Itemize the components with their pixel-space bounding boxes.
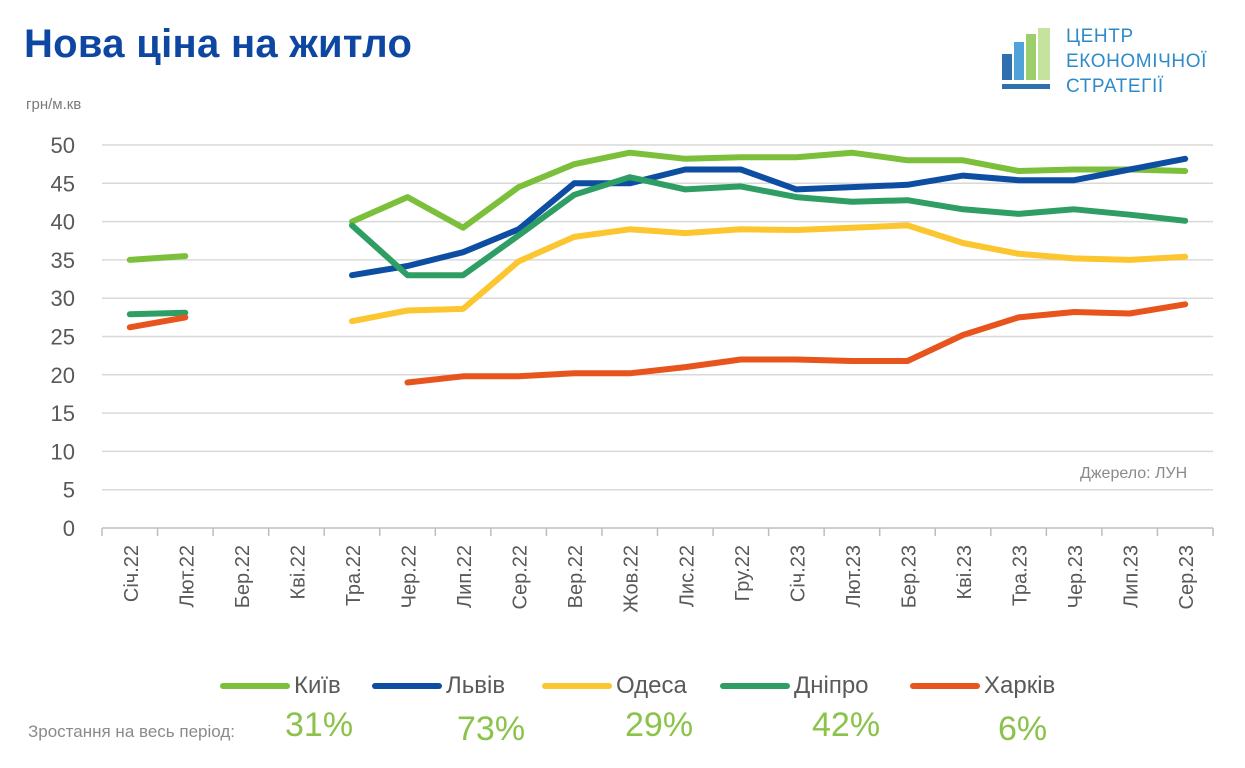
y-tick-label: 10 <box>51 439 75 464</box>
gridlines <box>102 144 1213 529</box>
y-tick-label: 25 <box>51 325 75 350</box>
y-tick-label: 20 <box>51 363 75 388</box>
legend-item-odesa: Одеса <box>542 670 687 702</box>
y-tick-label: 0 <box>63 516 75 541</box>
x-tick-label: Бер.23 <box>898 545 920 608</box>
series-line-3 <box>126 309 189 318</box>
x-axis-ticks: Січ.22 Лют.22 Бер.22 Кві.22 Тра.22 Чер.22 Лип.… <box>101 528 1214 613</box>
legend-item-kyiv: Київ <box>220 670 341 702</box>
x-tick-label: Жов.22 <box>621 545 643 613</box>
series-lines <box>126 149 1189 386</box>
y-tick-label: 5 <box>63 478 75 503</box>
x-tick-label: Лют.22 <box>176 545 198 607</box>
y-axis-ticks: 0 5 10 15 20 25 30 35 40 45 50 <box>51 133 75 541</box>
legend-swatch <box>542 683 612 689</box>
y-tick-label: 45 <box>51 171 75 196</box>
legend-label: Дніпро <box>794 672 869 699</box>
x-tick-label: Гру.22 <box>732 545 754 601</box>
series-line-0 <box>126 253 189 263</box>
legend-label: Одеса <box>616 672 687 699</box>
legend-item-dnipro: Дніпро <box>720 670 869 702</box>
growth-dnipro: 42% <box>812 706 881 744</box>
page-title: Нова ціна на житло <box>24 22 413 66</box>
series-line-1 <box>349 155 1189 279</box>
legend-swatch <box>720 683 790 689</box>
logo: ЦЕНТР ЕКОНОМІЧНОЇ СТРАТЕГІЇ <box>1000 24 1230 104</box>
x-tick-label: Кві.22 <box>287 545 309 600</box>
y-tick-label: 50 <box>51 133 75 158</box>
legend-item-lviv: Львів <box>372 670 505 702</box>
logo-line-2: ЕКОНОМІЧНОЇ <box>1066 51 1207 72</box>
series-line-3 <box>349 174 1189 279</box>
legend-label: Харків <box>984 672 1056 699</box>
series-line-0 <box>349 149 1189 231</box>
legend-swatch <box>910 683 980 689</box>
series-line-4 <box>404 301 1189 386</box>
x-tick-label: Лип.22 <box>454 545 476 608</box>
legend-swatch <box>220 683 290 689</box>
logo-text: ЦЕНТР ЕКОНОМІЧНОЇ СТРАТЕГІЇ <box>1066 24 1207 99</box>
source-note: Джерело: ЛУН <box>1080 465 1188 482</box>
x-tick-label: Кві.23 <box>954 545 976 600</box>
y-tick-label: 35 <box>51 248 75 273</box>
legend-item-kharkiv: Харків <box>910 670 1055 702</box>
legend-label: Львів <box>446 672 506 699</box>
y-tick-label: 30 <box>51 286 75 311</box>
x-tick-label: Тра.22 <box>343 545 365 606</box>
y-tick-label: 40 <box>51 210 75 235</box>
logo-line-1: ЦЕНТР <box>1066 26 1134 47</box>
x-tick-label: Січ.22 <box>121 545 143 602</box>
legend-label: Київ <box>294 672 341 699</box>
legend-swatch <box>372 683 442 689</box>
growth-kyiv: 31% <box>285 706 354 744</box>
x-tick-label: Сер.23 <box>1176 545 1198 610</box>
x-tick-label: Сер.22 <box>510 545 532 610</box>
growth-odesa: 29% <box>625 706 694 744</box>
x-tick-label: Лис.22 <box>676 545 698 607</box>
x-tick-label: Вер.22 <box>565 545 587 608</box>
series-line-2 <box>349 222 1189 325</box>
x-tick-label: Тра.23 <box>1010 545 1032 606</box>
logo-bars-icon <box>1002 28 1050 89</box>
y-axis-unit: грн/м.кв <box>26 96 82 113</box>
x-tick-label: Чер.22 <box>399 545 421 608</box>
y-tick-label: 15 <box>51 401 75 426</box>
growth-kharkiv: 6% <box>998 710 1048 748</box>
x-tick-label: Чер.23 <box>1065 545 1087 608</box>
logo-line-3: СТРАТЕГІЇ <box>1066 76 1164 97</box>
x-tick-label: Лют.23 <box>843 545 865 607</box>
growth-label: Зростання на весь період: <box>28 722 235 741</box>
x-tick-label: Січ.23 <box>787 545 809 602</box>
x-tick-label: Лип.23 <box>1121 545 1143 608</box>
x-tick-label: Бер.22 <box>232 545 254 608</box>
growth-lviv: 73% <box>457 710 526 748</box>
series-line-4 <box>126 314 189 331</box>
